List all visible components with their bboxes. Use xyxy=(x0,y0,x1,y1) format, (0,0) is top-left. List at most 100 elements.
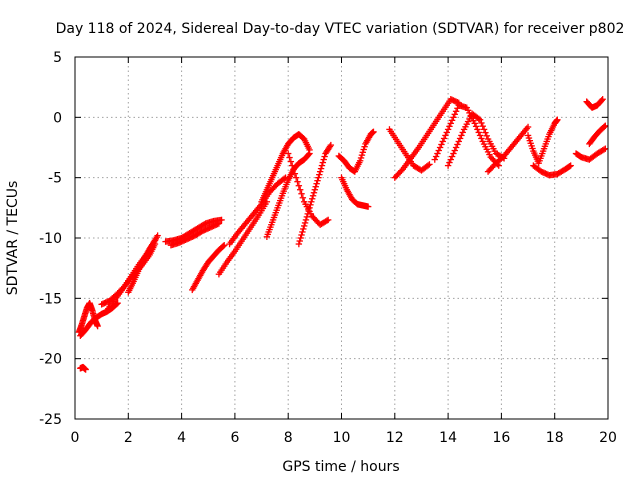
x-tick-label: 2 xyxy=(124,430,133,446)
data-point xyxy=(452,108,460,115)
x-tick-labels: 0 2 4 6 8 10 12 14 16 18 20 xyxy=(71,430,617,446)
chart-title: Day 118 of 2024, Sidereal Day-to-day VTE… xyxy=(56,21,625,37)
x-tick-label: 8 xyxy=(284,430,293,446)
data-point xyxy=(294,178,301,185)
data-point xyxy=(301,219,309,227)
data-point xyxy=(438,141,445,148)
data-point xyxy=(300,225,307,233)
x-tick-label: 18 xyxy=(546,430,564,446)
data-point xyxy=(458,132,465,139)
y-tick-label: -20 xyxy=(39,352,62,368)
data-point xyxy=(359,149,367,156)
data-point xyxy=(475,129,482,136)
x-tick-label: 10 xyxy=(333,430,351,446)
data-point xyxy=(286,154,293,161)
data-point xyxy=(456,135,464,142)
x-tick-label: 20 xyxy=(599,430,617,446)
data-point xyxy=(432,153,440,160)
data-point xyxy=(472,123,480,130)
x-axis-label: GPS time / hours xyxy=(282,459,399,475)
data-point xyxy=(474,126,481,133)
data-point xyxy=(447,156,454,163)
data-point xyxy=(451,111,458,118)
data-point xyxy=(424,162,432,169)
data-point xyxy=(434,150,441,157)
data-point xyxy=(444,162,452,169)
x-tick-label: 12 xyxy=(386,430,404,446)
data-point xyxy=(150,238,158,246)
data-point xyxy=(221,242,228,249)
data-point xyxy=(431,156,438,163)
data-point xyxy=(94,322,101,330)
data-point xyxy=(327,141,335,149)
plot-frame xyxy=(74,56,609,420)
data-point xyxy=(483,132,490,140)
data-point xyxy=(296,237,303,245)
data-point xyxy=(482,129,489,136)
data-point xyxy=(290,166,297,173)
data-point xyxy=(298,190,305,197)
y-tick-label: -15 xyxy=(39,291,62,307)
data-point xyxy=(361,143,368,150)
data-point xyxy=(314,177,321,184)
y-tick-labels: -25 -20 -15 -10 -5 0 5 xyxy=(39,50,62,428)
data-point xyxy=(452,144,460,151)
data-point xyxy=(360,146,367,153)
data-point xyxy=(318,162,326,169)
data-point xyxy=(316,168,324,175)
data-point xyxy=(298,231,305,239)
y-axis-label: SDTVAR / TECUs xyxy=(5,181,21,296)
data-point xyxy=(442,132,449,139)
data-point xyxy=(475,115,482,122)
data-point xyxy=(300,222,308,230)
x-tick-label: 0 xyxy=(71,430,80,446)
grid xyxy=(75,57,608,419)
data-point xyxy=(602,122,609,129)
data-point xyxy=(311,186,319,193)
data-point xyxy=(476,132,484,139)
y-tick-label: -10 xyxy=(39,231,62,247)
data-point xyxy=(299,194,307,201)
data-point xyxy=(302,216,310,224)
data-point xyxy=(357,154,365,162)
x-tick-label: 14 xyxy=(439,430,457,446)
data-point xyxy=(317,165,325,172)
data-point xyxy=(454,141,461,148)
data-point xyxy=(601,123,608,130)
data-point xyxy=(447,120,454,127)
data-points xyxy=(75,96,609,373)
x-tick-label: 6 xyxy=(230,430,239,446)
data-point xyxy=(319,159,327,166)
data-point xyxy=(450,114,457,121)
data-point xyxy=(292,174,300,181)
data-point xyxy=(451,147,458,154)
data-point xyxy=(308,198,315,205)
data-point xyxy=(312,183,319,190)
y-tick-label: -25 xyxy=(39,412,62,428)
data-point xyxy=(600,146,608,153)
data-point xyxy=(308,195,316,202)
data-point xyxy=(296,186,304,193)
data-point xyxy=(599,96,606,103)
data-point xyxy=(446,159,453,166)
data-point xyxy=(299,228,306,236)
data-point xyxy=(446,123,453,130)
data-point xyxy=(323,217,331,224)
data-point xyxy=(439,138,446,145)
data-point xyxy=(287,158,295,165)
data-point xyxy=(471,120,478,127)
axis-ticks xyxy=(74,56,609,420)
y-tick-label: 5 xyxy=(53,50,62,66)
data-point xyxy=(478,135,485,142)
data-point xyxy=(285,150,292,157)
data-point xyxy=(154,232,161,239)
data-point xyxy=(435,147,442,154)
data-point xyxy=(426,161,433,168)
data-point xyxy=(436,144,444,151)
data-point xyxy=(326,143,334,150)
data-point xyxy=(448,117,456,124)
data-point xyxy=(358,151,366,159)
data-point xyxy=(305,151,312,158)
data-point xyxy=(524,123,532,131)
